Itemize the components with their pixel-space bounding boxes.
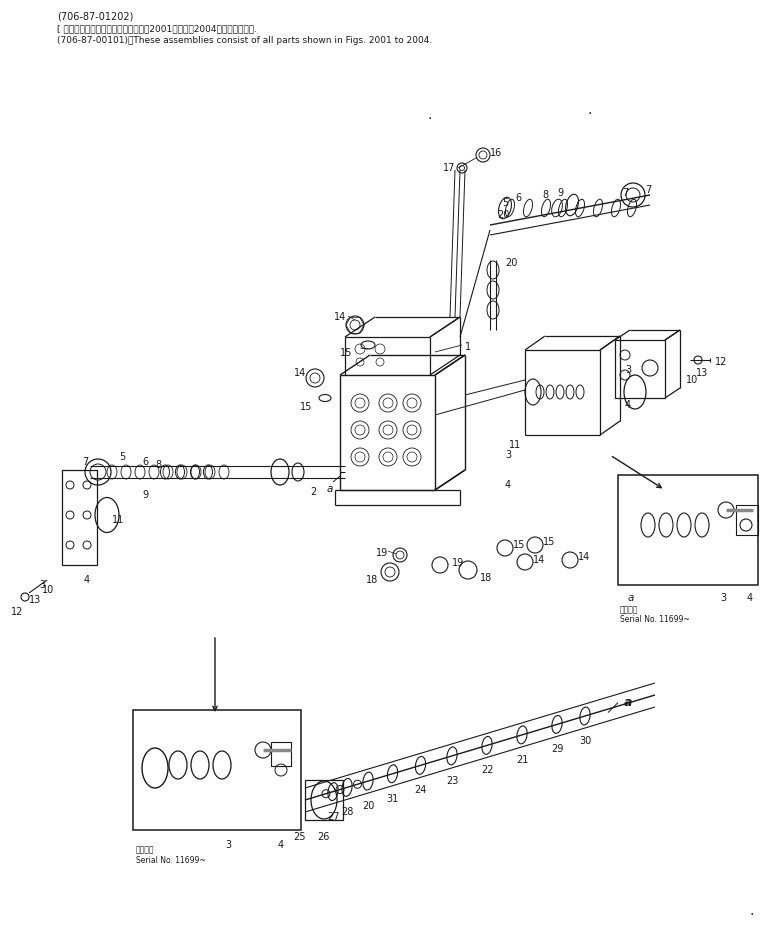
- Text: 5: 5: [119, 452, 125, 462]
- Text: 11: 11: [509, 440, 521, 450]
- Text: 15: 15: [543, 537, 556, 547]
- Text: 4: 4: [625, 400, 631, 410]
- Text: 29: 29: [551, 744, 563, 754]
- Text: 10: 10: [686, 375, 698, 385]
- Text: ·: ·: [587, 107, 592, 121]
- Text: 13: 13: [29, 595, 41, 605]
- Bar: [615, 340, 665, 398]
- Text: 22: 22: [481, 765, 493, 776]
- Text: 12: 12: [715, 357, 728, 367]
- Text: 12: 12: [11, 607, 23, 617]
- Text: 28: 28: [341, 807, 353, 817]
- Text: 27: 27: [327, 812, 339, 821]
- Text: 21: 21: [515, 755, 528, 764]
- Bar: [271, 742, 291, 766]
- Text: Serial No. 11699~: Serial No. 11699~: [136, 856, 206, 865]
- Text: 4: 4: [84, 575, 90, 585]
- Bar: [618, 475, 758, 585]
- Text: 3: 3: [225, 840, 231, 850]
- Text: 16: 16: [490, 148, 502, 158]
- Text: 15: 15: [300, 402, 312, 412]
- Text: 8: 8: [155, 460, 161, 470]
- Text: 9: 9: [557, 188, 563, 198]
- Text: 14: 14: [578, 552, 591, 562]
- Text: 20: 20: [505, 258, 517, 268]
- Text: 6: 6: [142, 457, 148, 467]
- Text: 30: 30: [579, 736, 591, 746]
- Text: a: a: [327, 484, 333, 494]
- Text: 6: 6: [515, 193, 521, 203]
- Text: 5: 5: [502, 198, 508, 208]
- Text: ·: ·: [750, 908, 754, 922]
- Bar: [305, 780, 343, 820]
- Text: 適用番号: 適用番号: [620, 605, 639, 614]
- Text: (706-87-01202): (706-87-01202): [57, 12, 133, 22]
- Text: 24: 24: [414, 785, 426, 795]
- Text: 17: 17: [443, 163, 455, 173]
- Text: 8: 8: [542, 190, 548, 200]
- Text: 15: 15: [513, 540, 526, 550]
- Text: a: a: [628, 593, 635, 603]
- Text: (706-87-00101)：These assemblies consist of all parts shown in Figs. 2001 to 2004: (706-87-00101)：These assemblies consist …: [57, 36, 432, 45]
- Text: 23: 23: [446, 776, 458, 786]
- Text: 3: 3: [720, 593, 726, 603]
- Text: 14: 14: [334, 312, 346, 322]
- Text: 9: 9: [142, 490, 148, 500]
- Text: 31: 31: [386, 793, 399, 804]
- Text: 2: 2: [310, 487, 317, 497]
- Text: 3: 3: [625, 365, 631, 375]
- Text: 11: 11: [112, 515, 125, 525]
- Bar: [133, 710, 301, 830]
- Text: a: a: [624, 696, 632, 709]
- Text: 13: 13: [696, 368, 708, 378]
- Text: Serial No. 11699~: Serial No. 11699~: [620, 615, 690, 624]
- Text: 20: 20: [497, 210, 509, 220]
- Text: 19: 19: [375, 548, 388, 558]
- Text: 25: 25: [294, 832, 307, 842]
- Bar: [62, 470, 97, 565]
- Text: [ これらのアセンブリの構成部品は第2001図から第2004図まで含みます.: [ これらのアセンブリの構成部品は第2001図から第2004図まで含みます.: [57, 24, 257, 33]
- Text: 1: 1: [465, 342, 471, 352]
- Text: 19: 19: [452, 558, 464, 568]
- Text: 14: 14: [533, 555, 545, 565]
- Text: 4: 4: [278, 840, 284, 850]
- Bar: [736, 505, 758, 535]
- Text: ·: ·: [428, 112, 432, 126]
- Text: 18: 18: [366, 575, 378, 585]
- Text: 15: 15: [340, 348, 352, 358]
- Text: 7: 7: [622, 188, 628, 198]
- Text: 適用番号: 適用番号: [136, 845, 155, 854]
- Text: 7: 7: [82, 457, 88, 467]
- Text: 3: 3: [39, 580, 45, 590]
- Text: 7: 7: [645, 185, 651, 195]
- Text: 18: 18: [480, 573, 492, 583]
- Text: 10: 10: [42, 585, 54, 595]
- Text: 4: 4: [747, 593, 753, 603]
- Text: 20: 20: [361, 801, 374, 811]
- Text: 14: 14: [294, 368, 307, 378]
- Text: 4: 4: [505, 480, 511, 490]
- Text: 26: 26: [317, 832, 329, 842]
- Text: 3: 3: [505, 450, 511, 460]
